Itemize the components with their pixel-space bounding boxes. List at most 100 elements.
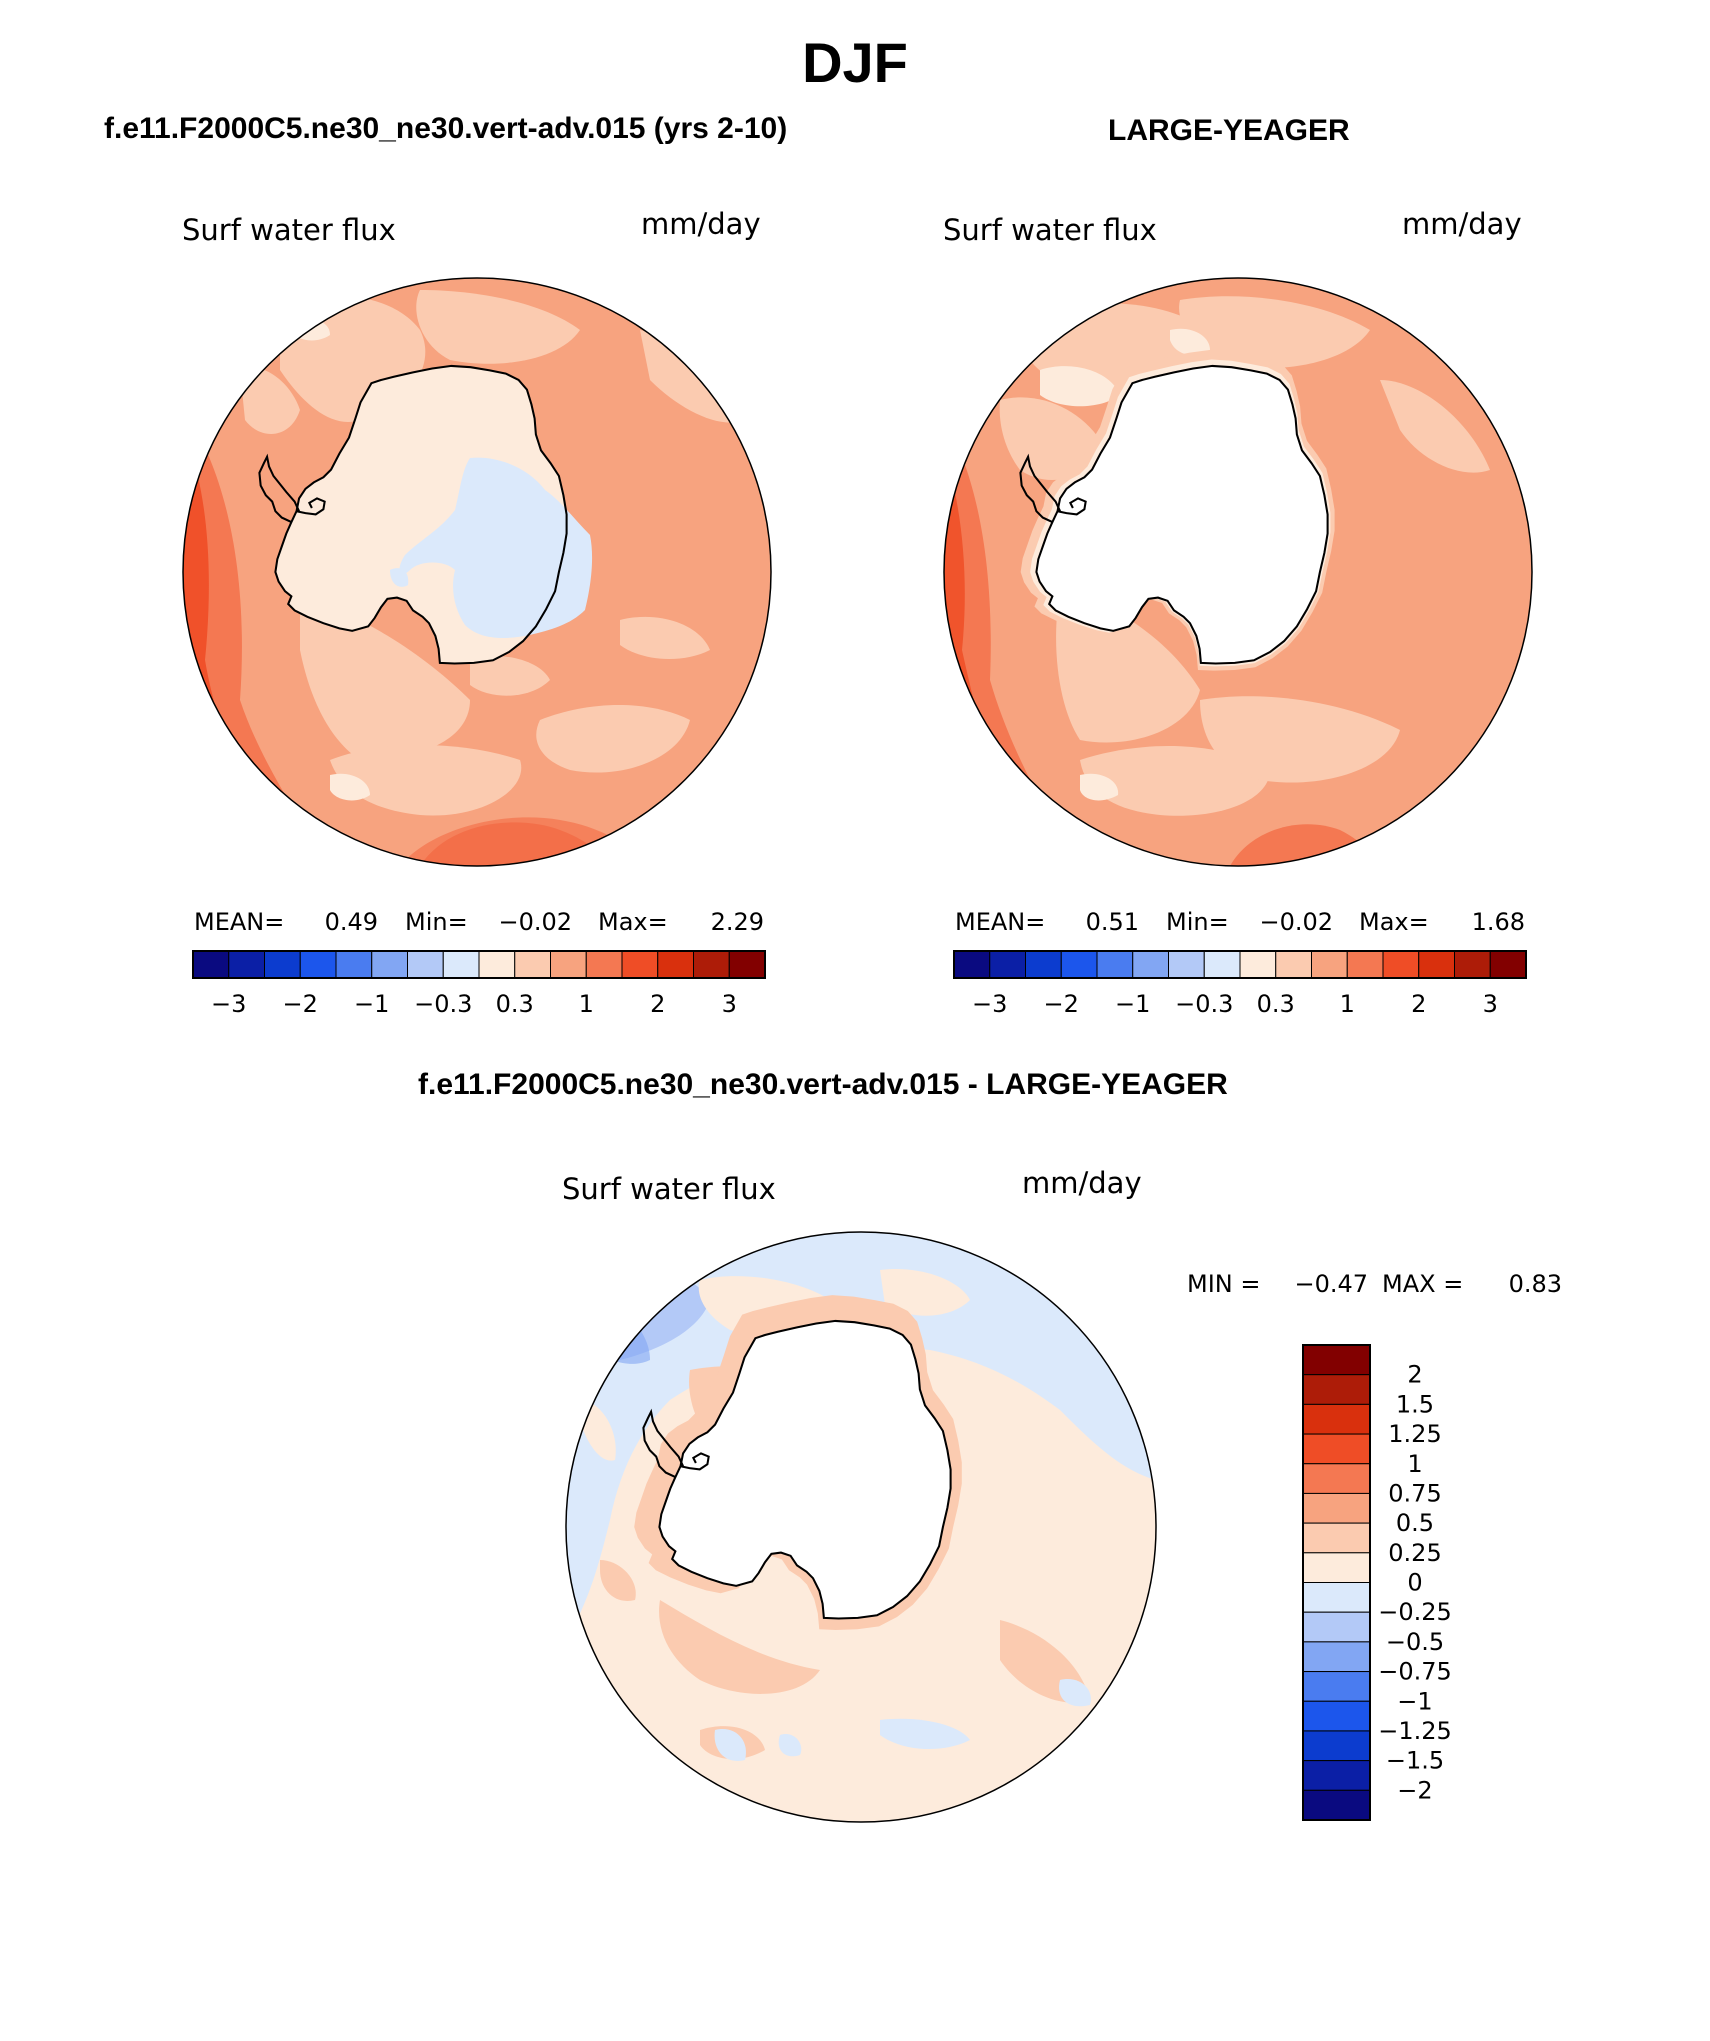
colorbar-tick-label: 0.25	[1388, 1539, 1441, 1567]
colorbar-swatch	[1302, 1671, 1371, 1702]
colorbar-tick-label: 1	[1340, 990, 1355, 1018]
map-model	[182, 277, 772, 867]
stats-obs: MEAN= 0.51 Min= −0.02 Max= 1.68	[955, 908, 1525, 936]
colorbar-swatch	[478, 950, 516, 979]
colorbar-obs: −3 −2 −1 −0.3 0.3 1 2 3	[953, 950, 1527, 1018]
colorbar-tick-label: 0.3	[1257, 990, 1295, 1018]
colorbar-swatch	[1382, 950, 1420, 979]
colorbar-tick-label: 0	[1407, 1569, 1422, 1597]
colorbar-tick-label: 1	[579, 990, 594, 1018]
colorbar-swatch	[1302, 1433, 1371, 1465]
colorbar-tick-label: 2	[650, 990, 665, 1018]
colorbar-swatch	[1203, 950, 1241, 979]
colorbar-tick-label: 3	[722, 990, 737, 1018]
colorbar-swatch	[1302, 1344, 1371, 1376]
colorbar-swatch	[1239, 950, 1277, 979]
colorbar-tick-label: −3	[211, 990, 246, 1018]
colorbar-swatch	[693, 950, 730, 979]
panel-title-diff: f.e11.F2000C5.ne30_ne30.vert-adv.015 - L…	[418, 1068, 1228, 1101]
colorbar-swatch	[442, 950, 480, 979]
colorbar-swatch	[621, 950, 659, 979]
colorbar-swatch	[657, 950, 694, 979]
colorbar-tick-label: −2	[1397, 1776, 1432, 1804]
colorbar-tick-label: 3	[1483, 990, 1498, 1018]
colorbar-swatch	[1132, 950, 1169, 979]
colorbar-tick-label: −1	[1115, 990, 1150, 1018]
units-label-obs: mm/day	[1402, 207, 1522, 241]
colorbar-tick-label: −3	[972, 990, 1007, 1018]
stat-min-value: −0.47	[1294, 1270, 1368, 1298]
page-title: DJF	[802, 31, 908, 94]
colorbar-swatch	[192, 950, 230, 979]
colorbar-swatch	[371, 950, 408, 979]
colorbar-tick-label: −1.5	[1386, 1747, 1444, 1775]
colorbar-tick-label: 2	[1411, 990, 1426, 1018]
colorbar-tick-label: 0.3	[496, 990, 534, 1018]
stat-max-value: 0.83	[1509, 1270, 1562, 1298]
panel-title-obs: LARGE-YEAGER	[1108, 114, 1350, 147]
colorbar-swatch	[1302, 1700, 1371, 1732]
colorbar-swatch	[514, 950, 551, 979]
stat-mean-label: MEAN=	[194, 908, 284, 936]
colorbar-swatch	[1302, 1522, 1371, 1554]
colorbar-tick-label: 1.5	[1396, 1390, 1434, 1418]
map-obs	[943, 277, 1533, 867]
colorbar-swatch	[1302, 1492, 1371, 1524]
colorbar-swatch	[1302, 1611, 1371, 1643]
stat-min-label: Min=	[405, 908, 468, 936]
colorbar-swatch	[1275, 950, 1312, 979]
colorbar-swatch	[1025, 950, 1062, 979]
colorbar-swatch	[264, 950, 301, 979]
colorbar-swatch	[1418, 950, 1455, 979]
colorbar-swatch	[407, 950, 444, 979]
colorbar-swatch	[228, 950, 265, 979]
colorbar-swatch	[1311, 950, 1348, 979]
colorbar-tick-label: −1	[354, 990, 389, 1018]
colorbar-swatch	[1302, 1403, 1371, 1435]
colorbar-tick-label: 1	[1407, 1450, 1422, 1478]
map-difference	[565, 1231, 1157, 1823]
stat-max-value: 1.68	[1472, 908, 1525, 936]
colorbar-swatch	[1302, 1582, 1371, 1613]
colorbar-tick-label: −2	[1044, 990, 1079, 1018]
colorbar-diff: 21.51.2510.750.50.250−0.25−0.5−0.75−1−1.…	[1302, 1344, 1452, 1821]
stats-model: MEAN= 0.49 Min= −0.02 Max= 2.29	[194, 908, 764, 936]
stats-diff: MIN = −0.47 MAX = 0.83	[1187, 1270, 1562, 1298]
colorbar-swatch	[953, 950, 991, 979]
stat-max-label: Max=	[598, 908, 668, 936]
panel-title-model: f.e11.F2000C5.ne30_ne30.vert-adv.015 (yr…	[104, 112, 788, 145]
colorbar-swatch	[989, 950, 1026, 979]
colorbar-tick-label: −2	[283, 990, 318, 1018]
colorbar-swatch	[1489, 950, 1527, 979]
stat-max-label: MAX =	[1382, 1270, 1463, 1298]
colorbar-tick-label: −1	[1397, 1687, 1432, 1715]
colorbar-tick-label: 0.5	[1396, 1509, 1434, 1537]
colorbar-model: −3 −2 −1 −0.3 0.3 1 2 3	[192, 950, 766, 1018]
colorbar-tick-label: 1.25	[1388, 1420, 1441, 1448]
colorbar-tick-label: −0.3	[414, 990, 472, 1018]
colorbar-tick-label: 0.75	[1388, 1479, 1441, 1507]
colorbar-swatch	[585, 950, 623, 979]
stat-mean-value: 0.49	[325, 908, 378, 936]
colorbar-swatch	[550, 950, 587, 979]
stat-mean-label: MEAN=	[955, 908, 1045, 936]
colorbar-swatch	[728, 950, 766, 979]
colorbar-swatch	[1096, 950, 1134, 979]
colorbar-swatch	[1302, 1760, 1371, 1791]
colorbar-swatch	[299, 950, 337, 979]
colorbar-swatch	[1302, 1641, 1371, 1673]
colorbar-swatch	[335, 950, 373, 979]
stat-max-value: 2.29	[711, 908, 764, 936]
colorbar-swatch	[1302, 1374, 1371, 1405]
colorbar-tick-label: −0.5	[1386, 1628, 1444, 1656]
units-label-diff: mm/day	[1022, 1166, 1142, 1200]
colorbar-swatch	[1302, 1463, 1371, 1494]
colorbar-swatch	[1302, 1552, 1371, 1583]
colorbar-tick-label: 2	[1407, 1361, 1422, 1389]
colorbar-swatch	[1060, 950, 1098, 979]
variable-label-obs: Surf water flux	[943, 213, 1157, 247]
colorbar-swatch	[1346, 950, 1384, 979]
colorbar-swatch	[1454, 950, 1491, 979]
units-label-model: mm/day	[641, 207, 761, 241]
stat-max-label: Max=	[1359, 908, 1429, 936]
